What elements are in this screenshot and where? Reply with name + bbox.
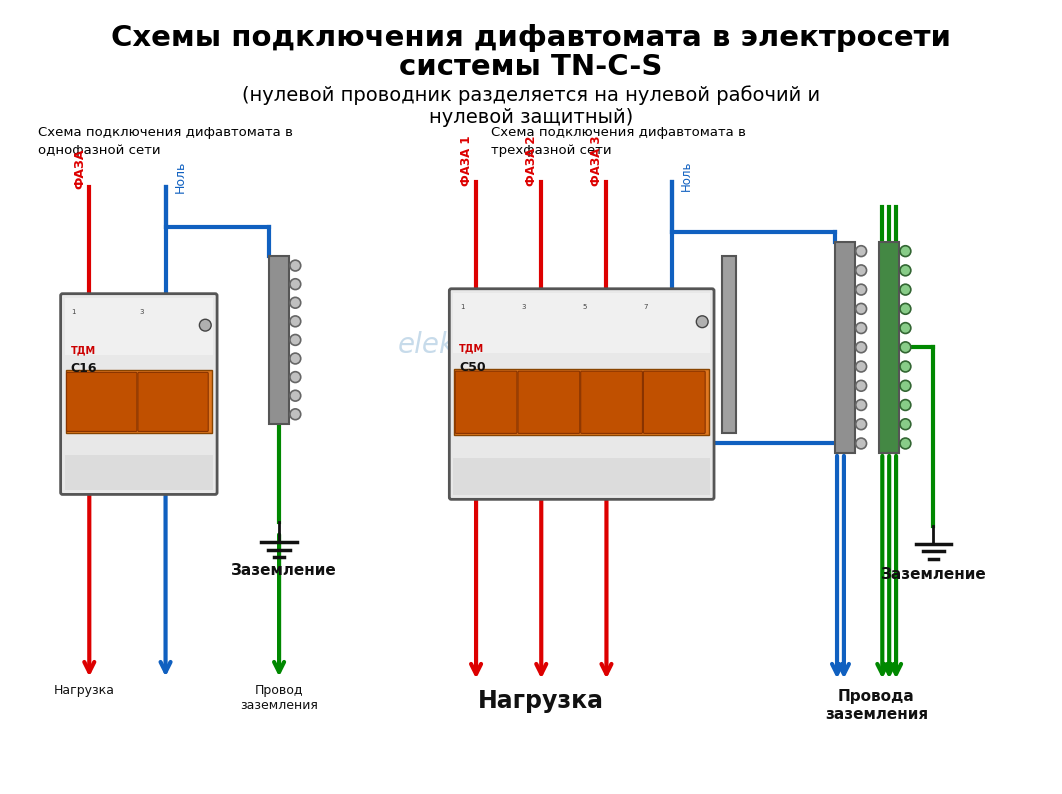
Circle shape	[856, 303, 867, 314]
Circle shape	[856, 245, 867, 256]
Circle shape	[856, 380, 867, 391]
Text: Провод
заземления: Провод заземления	[240, 684, 318, 712]
Circle shape	[200, 319, 211, 331]
Text: Ноль: Ноль	[680, 161, 692, 191]
Text: elektroshkola.ru: elektroshkola.ru	[397, 331, 623, 359]
Circle shape	[856, 322, 867, 333]
Circle shape	[290, 353, 301, 364]
Text: С50: С50	[459, 360, 485, 374]
Text: ФАЗА: ФАЗА	[73, 148, 86, 189]
Circle shape	[290, 372, 301, 383]
FancyBboxPatch shape	[449, 289, 714, 499]
Circle shape	[290, 334, 301, 345]
Circle shape	[856, 361, 867, 372]
Text: 3: 3	[139, 310, 144, 315]
Bar	[455, 369, 709, 435]
Text: 7: 7	[644, 304, 648, 310]
Circle shape	[856, 438, 867, 449]
Circle shape	[856, 284, 867, 295]
Circle shape	[290, 279, 301, 290]
Circle shape	[900, 399, 911, 410]
Text: нулевой защитный): нулевой защитный)	[429, 108, 633, 127]
Text: 5: 5	[582, 304, 587, 310]
Circle shape	[900, 342, 911, 353]
FancyBboxPatch shape	[138, 372, 208, 431]
Bar	[270, 256, 289, 423]
Circle shape	[856, 342, 867, 353]
Text: Схема подключения дифавтомата в
трехфазной сети: Схема подключения дифавтомата в трехфазн…	[491, 125, 746, 156]
Circle shape	[900, 284, 911, 295]
Circle shape	[290, 297, 301, 308]
Bar	[453, 458, 710, 495]
Text: 3: 3	[521, 304, 526, 310]
FancyBboxPatch shape	[67, 372, 137, 431]
Circle shape	[900, 418, 911, 430]
Bar	[66, 371, 212, 434]
Circle shape	[900, 265, 911, 276]
Text: ТДМ: ТДМ	[459, 344, 484, 353]
Circle shape	[900, 438, 911, 449]
Circle shape	[856, 399, 867, 410]
Circle shape	[856, 418, 867, 430]
Bar	[879, 241, 900, 453]
Circle shape	[900, 322, 911, 333]
Text: (нулевой проводник разделяется на нулевой рабочий и: (нулевой проводник разделяется на нулево…	[242, 85, 820, 105]
Text: системы TN-C-S: системы TN-C-S	[399, 53, 663, 81]
Circle shape	[290, 260, 301, 271]
Bar	[835, 241, 855, 453]
Text: Провода
заземления: Провода заземления	[825, 689, 928, 722]
Text: 1: 1	[71, 310, 75, 315]
Circle shape	[900, 361, 911, 372]
Circle shape	[900, 303, 911, 314]
Bar	[65, 298, 213, 355]
Text: Схемы подключения дифавтомата в электросети: Схемы подключения дифавтомата в электрос…	[112, 24, 950, 52]
FancyBboxPatch shape	[456, 372, 517, 434]
Text: ФАЗА 3: ФАЗА 3	[590, 136, 603, 187]
Text: 1: 1	[460, 304, 464, 310]
Circle shape	[900, 380, 911, 391]
Circle shape	[290, 316, 301, 327]
Circle shape	[856, 265, 867, 276]
Bar	[722, 256, 736, 434]
FancyBboxPatch shape	[61, 294, 217, 495]
Circle shape	[697, 316, 708, 328]
Text: ТДМ: ТДМ	[70, 345, 96, 356]
FancyBboxPatch shape	[518, 372, 580, 434]
FancyBboxPatch shape	[581, 372, 643, 434]
FancyBboxPatch shape	[644, 372, 705, 434]
Bar	[453, 293, 710, 353]
Circle shape	[290, 391, 301, 401]
Text: ФАЗА 1: ФАЗА 1	[460, 136, 473, 187]
Text: Нагрузка: Нагрузка	[54, 684, 115, 697]
Text: С16: С16	[70, 362, 97, 375]
Text: Заземление: Заземление	[880, 567, 987, 582]
Text: ФАЗА 2: ФАЗА 2	[525, 136, 538, 187]
Text: Заземление: Заземление	[232, 563, 337, 578]
Bar	[65, 455, 213, 491]
Text: Нагрузка: Нагрузка	[478, 689, 604, 713]
Text: Ноль: Ноль	[173, 161, 187, 193]
Circle shape	[900, 245, 911, 256]
Circle shape	[290, 409, 301, 420]
Text: Схема подключения дифавтомата в
однофазной сети: Схема подключения дифавтомата в однофазн…	[38, 125, 293, 156]
